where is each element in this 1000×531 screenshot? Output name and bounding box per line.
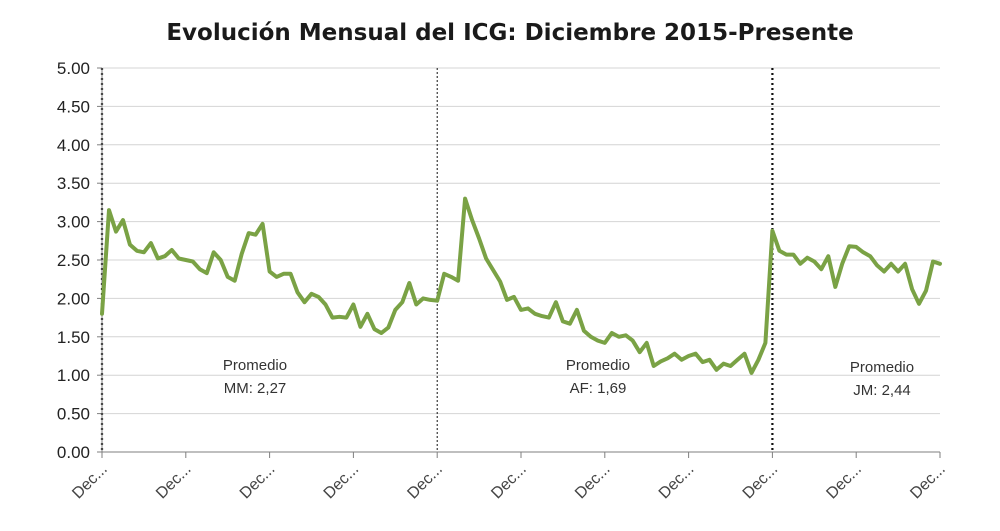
chart-title: Evolución Mensual del ICG: Diciembre 201… bbox=[166, 20, 853, 46]
y-tick-label: 4.00 bbox=[57, 136, 90, 155]
y-tick-label: 1.50 bbox=[57, 328, 90, 347]
y-tick-label: 3.50 bbox=[57, 174, 90, 193]
x-tick-label: Dec... bbox=[823, 461, 865, 503]
y-tick-labels: 0.00 0.50 1.00 1.50 2.00 2.50 3.00 3.50 4.00 4.50… bbox=[57, 59, 90, 462]
y-tick-label: 4.50 bbox=[57, 97, 90, 116]
x-tick-label: Dec... bbox=[404, 461, 446, 503]
annotation-title: Promedio bbox=[223, 357, 287, 374]
x-tick-label: Dec... bbox=[69, 461, 111, 503]
y-tick-label: 0.00 bbox=[57, 443, 90, 462]
annotation-title: Promedio bbox=[850, 359, 914, 376]
x-tick-label: Dec... bbox=[572, 461, 614, 503]
y-tick-label: 0.50 bbox=[57, 405, 90, 424]
annotations: Promedio MM: 2,27 Promedio AF: 1,69 Promedio… bbox=[223, 357, 914, 399]
x-tick-label: Dec... bbox=[153, 461, 195, 503]
axes bbox=[101, 68, 941, 458]
y-tick-label: 3.00 bbox=[57, 213, 90, 232]
series-layer bbox=[100, 196, 942, 375]
x-tick-label: Dec... bbox=[321, 461, 363, 503]
annotation-title: Promedio bbox=[566, 357, 630, 374]
grid-lines bbox=[97, 67, 940, 453]
x-tick-label: Dec... bbox=[488, 461, 530, 503]
y-tick-label: 1.00 bbox=[57, 366, 90, 385]
series-line bbox=[100, 196, 942, 375]
x-tick-label: Dec... bbox=[907, 461, 949, 503]
annotation-value: AF: 1,69 bbox=[570, 380, 627, 397]
annotation-value: MM: 2,27 bbox=[224, 380, 287, 397]
y-tick-label: 2.00 bbox=[57, 289, 90, 308]
x-tick-labels: Dec... Dec... Dec... Dec... Dec... Dec... Dec.… bbox=[69, 461, 949, 503]
x-tick-label: Dec... bbox=[237, 461, 279, 503]
y-tick-label: 5.00 bbox=[57, 59, 90, 78]
y-tick-label: 2.50 bbox=[57, 251, 90, 270]
x-tick-label: Dec... bbox=[740, 461, 782, 503]
annotation-value: JM: 2,44 bbox=[853, 382, 911, 399]
x-tick-label: Dec... bbox=[656, 461, 698, 503]
